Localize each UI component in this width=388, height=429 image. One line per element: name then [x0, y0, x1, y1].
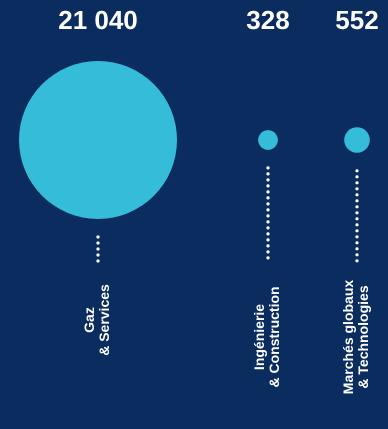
dot-leader-0	[96, 235, 100, 263]
leader-dot	[355, 217, 359, 221]
bubble-2	[344, 127, 370, 153]
leader-dot	[96, 259, 100, 263]
category-label-0: Gaz& Services	[81, 284, 112, 356]
bubble-0	[19, 61, 177, 219]
dot-leader-1	[266, 166, 270, 260]
leader-dot	[355, 229, 359, 233]
leader-dot	[266, 226, 270, 230]
leader-dot	[266, 190, 270, 194]
leader-dot	[266, 220, 270, 224]
category-label-line: & Services	[96, 284, 112, 356]
leader-dot	[355, 199, 359, 203]
category-label-line: & Technologies	[355, 285, 371, 388]
leader-dot	[355, 259, 359, 263]
leader-dot	[355, 241, 359, 245]
leader-dot	[266, 238, 270, 242]
leader-dot	[96, 247, 100, 251]
category-label-1: Ingénierie& Construction	[251, 286, 282, 387]
dot-leader-2	[355, 169, 359, 263]
leader-dot	[355, 193, 359, 197]
category-label-line: Ingénierie	[251, 304, 267, 370]
leader-dot	[355, 223, 359, 227]
category-label-line: Gaz	[81, 307, 97, 333]
leader-dot	[355, 169, 359, 173]
leader-dot	[266, 232, 270, 236]
leader-dot	[96, 235, 100, 239]
value-label-1: 328	[246, 5, 289, 35]
leader-dot	[96, 253, 100, 257]
leader-dot	[266, 202, 270, 206]
leader-dot	[355, 235, 359, 239]
leader-dot	[266, 208, 270, 212]
leader-dot	[355, 211, 359, 215]
leader-dot	[96, 241, 100, 245]
value-label-2: 552	[335, 5, 378, 35]
category-label-2: Marchés globaux& Technologies	[340, 280, 371, 395]
leader-dot	[266, 250, 270, 254]
leader-dot	[266, 256, 270, 260]
leader-dot	[355, 253, 359, 257]
leader-dot	[355, 175, 359, 179]
leader-dot	[266, 166, 270, 170]
leader-dot	[355, 205, 359, 209]
bubble-1	[258, 130, 278, 150]
category-label-line: Marchés globaux	[340, 280, 356, 395]
leader-dot	[266, 184, 270, 188]
leader-dot	[266, 214, 270, 218]
leader-dot	[266, 244, 270, 248]
value-label-0: 21 040	[58, 5, 138, 35]
leader-dot	[266, 196, 270, 200]
leader-dot	[355, 247, 359, 251]
leader-dot	[355, 187, 359, 191]
leader-dot	[355, 181, 359, 185]
leader-dot	[266, 178, 270, 182]
leader-dot	[266, 172, 270, 176]
category-label-line: & Construction	[266, 286, 282, 387]
